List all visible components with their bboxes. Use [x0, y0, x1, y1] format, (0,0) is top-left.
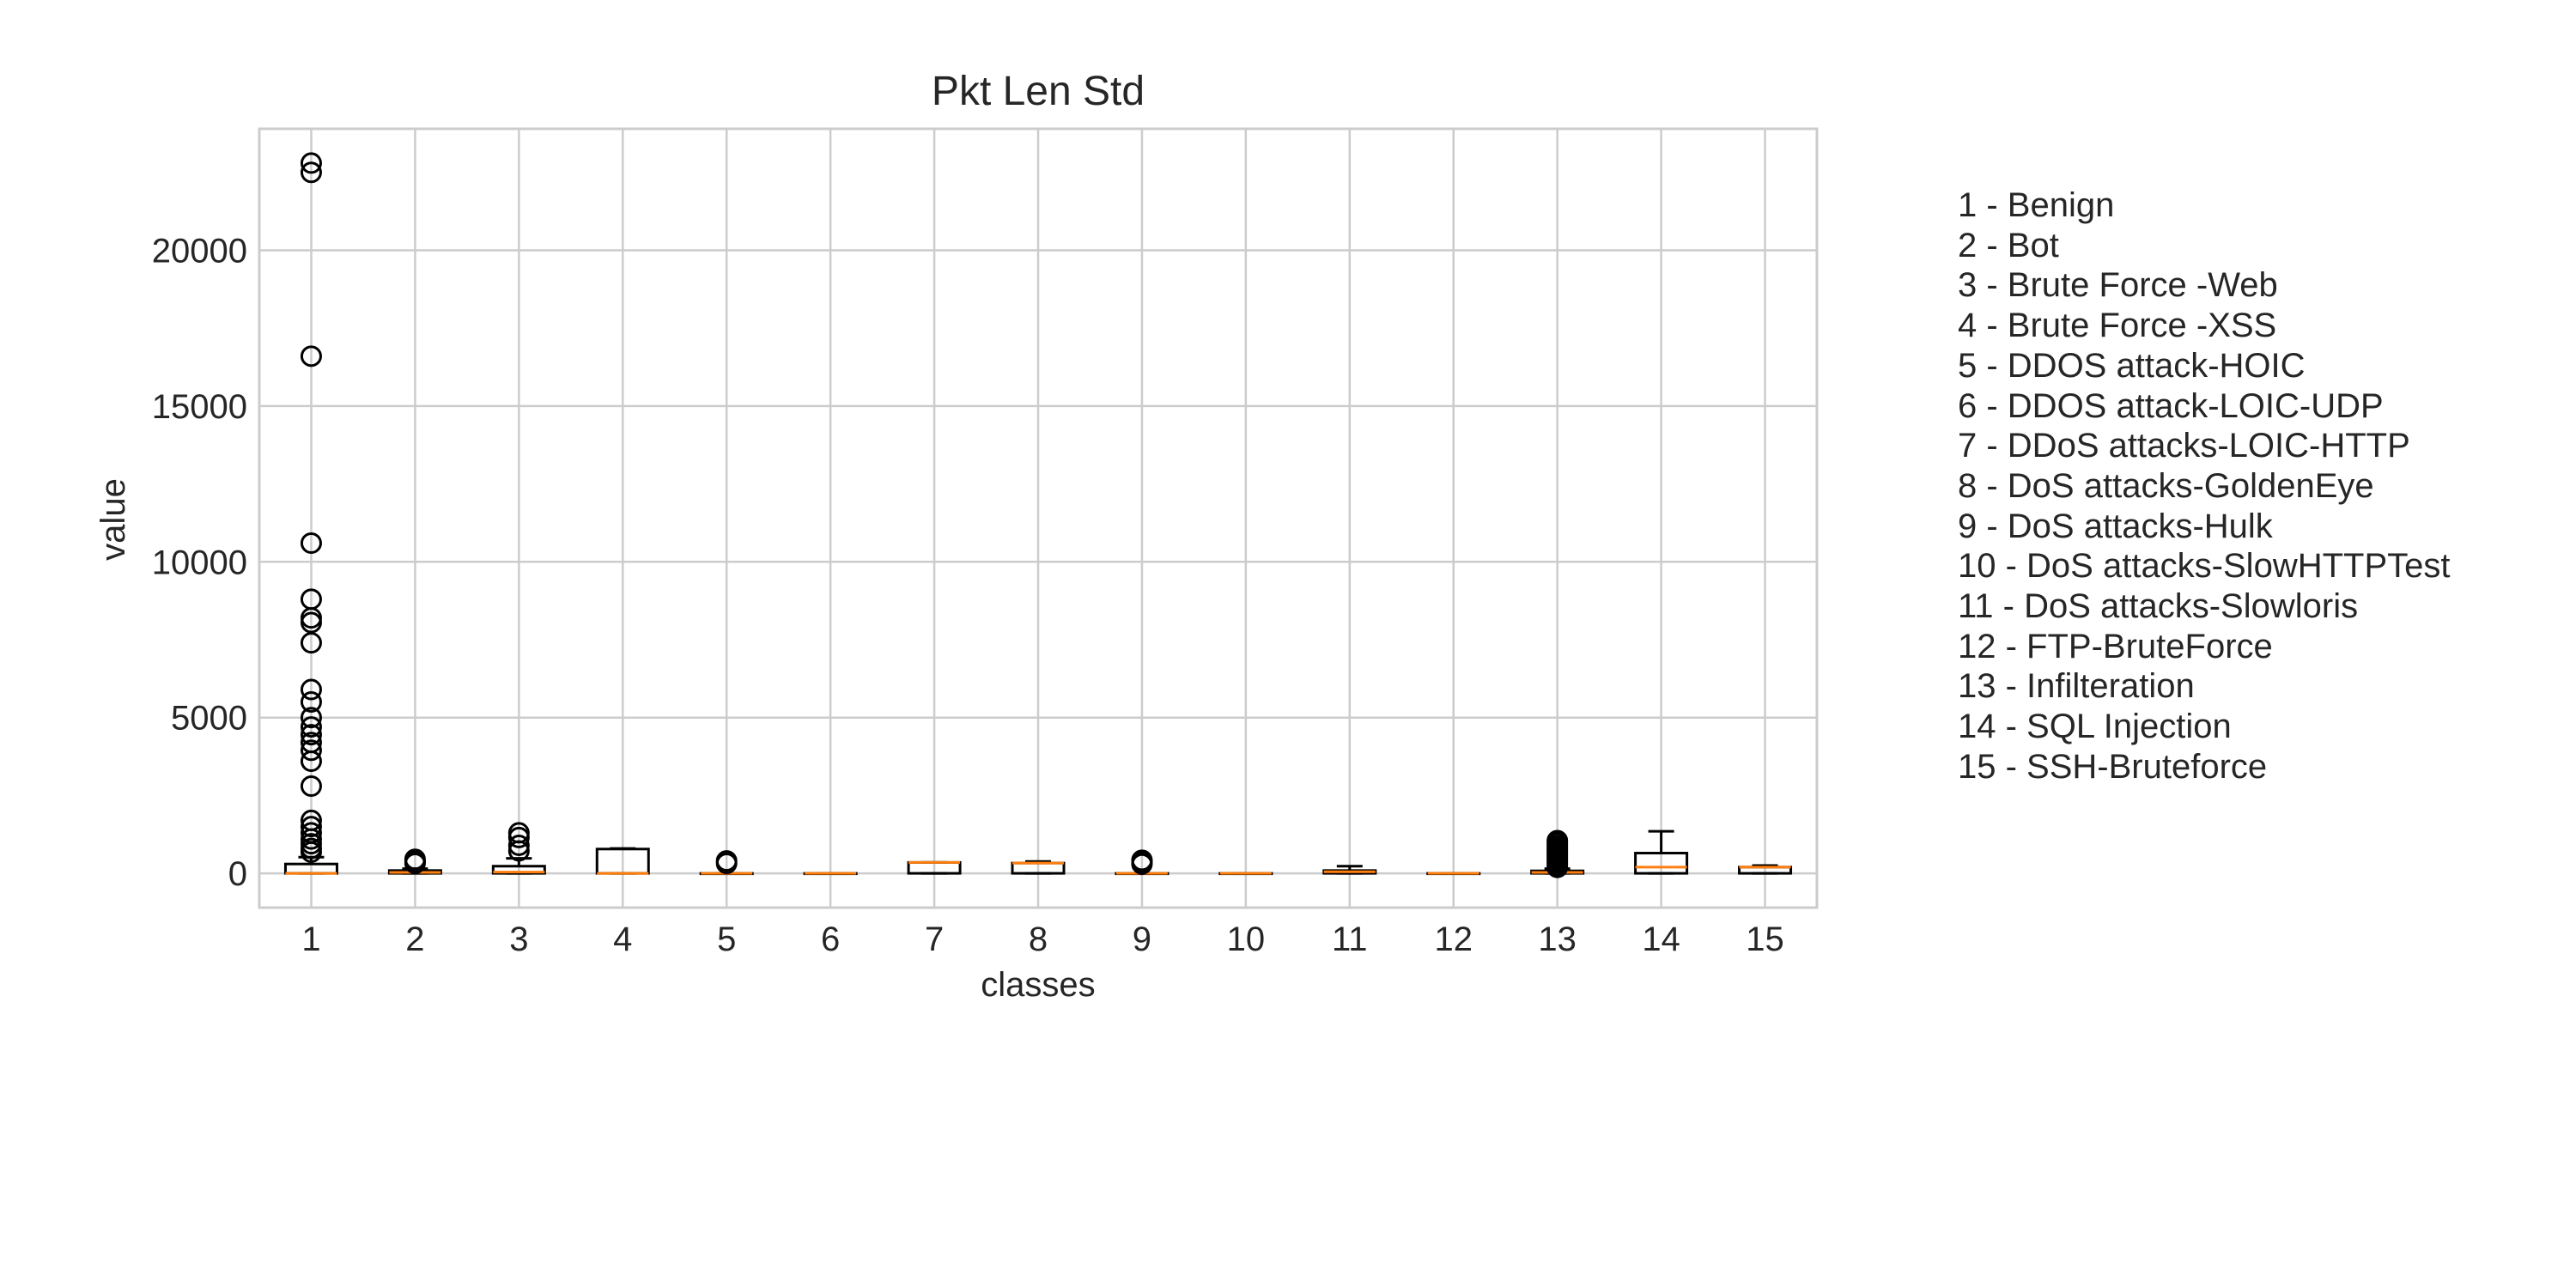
outlier-points — [300, 152, 1569, 878]
outlier-point — [300, 532, 322, 555]
y-tick-label: 10000 — [152, 544, 247, 581]
legend-item: 10 - DoS attacks-SlowHTTPTest — [1958, 547, 2451, 586]
outlier-point — [300, 691, 322, 714]
outlier-point — [507, 834, 530, 856]
x-tick-label: 12 — [1434, 920, 1473, 958]
outlier-point — [300, 707, 322, 729]
legend-item: 6 - DDOS attack-LOIC-UDP — [1958, 386, 2384, 425]
x-tick-label: 6 — [821, 920, 840, 958]
outlier-point — [300, 161, 322, 184]
legend: 1 - Benign 2 - Bot 3 - Brute Force -Web … — [1958, 185, 2451, 787]
legend-item: 13 - Infilteration — [1958, 667, 2195, 706]
outlier-point — [300, 816, 322, 838]
x-tick-label: 10 — [1227, 920, 1266, 958]
outlier-point — [300, 345, 322, 368]
x-tick-label: 13 — [1538, 920, 1577, 958]
legend-item: 2 - Bot — [1958, 226, 2059, 264]
y-tick-label: 15000 — [152, 388, 247, 426]
outlier-point — [1546, 856, 1569, 878]
outlier-point — [300, 632, 322, 654]
legend-item: 12 - FTP-BruteForce — [1958, 627, 2273, 665]
x-tick-label: 9 — [1133, 920, 1151, 958]
x-tick-label: 1 — [301, 920, 320, 958]
outlier-point — [300, 716, 322, 738]
x-tick-label: 8 — [1029, 920, 1048, 958]
y-tick-label: 20000 — [152, 232, 247, 270]
outlier-point — [300, 750, 322, 772]
legend-item: 9 - DoS attacks-Hulk — [1958, 507, 2273, 545]
tick-labels: 1 2 3 4 5 6 7 8 9 10 11 12 13 14 150500010000150002000… — [152, 232, 1784, 958]
x-tick-label: 2 — [405, 920, 424, 958]
x-axis-label: classes — [981, 966, 1095, 1004]
x-tick-label: 5 — [717, 920, 736, 958]
legend-item: 1 - Benign — [1958, 186, 2115, 224]
x-tick-label: 3 — [509, 920, 528, 958]
outlier-point — [507, 840, 530, 862]
outlier-point — [1131, 853, 1153, 875]
outlier-point — [404, 852, 426, 874]
x-tick-label: 4 — [613, 920, 632, 958]
outlier-point — [300, 152, 322, 174]
outlier-point — [300, 739, 322, 762]
x-tick-label: 15 — [1746, 920, 1784, 958]
y-tick-label: 5000 — [171, 700, 247, 738]
chart-title: Pkt Len Std — [932, 69, 1145, 114]
y-tick-label: 0 — [228, 855, 247, 893]
legend-item: 14 - SQL Injection — [1958, 708, 2232, 746]
legend-item: 11 - DoS attacks-Slowloris — [1958, 587, 2359, 626]
legend-item: 7 - DDoS attacks-LOIC-HTTP — [1958, 427, 2410, 465]
x-tick-label: 14 — [1642, 920, 1680, 958]
y-axis-label: value — [94, 478, 132, 561]
outlier-point — [715, 852, 738, 874]
plot-frame — [258, 127, 1819, 909]
outlier-point — [507, 826, 530, 848]
legend-item: 5 - DDOS attack-HOIC — [1958, 346, 2306, 385]
outlier-point — [300, 611, 322, 634]
outlier-point — [300, 775, 322, 798]
outlier-point — [300, 724, 322, 746]
x-tick-label: 11 — [1332, 920, 1368, 958]
box-body — [1634, 852, 1689, 875]
legend-item: 3 - Brute Force -Web — [1958, 266, 2278, 305]
legend-item: 8 - DoS attacks-GoldenEye — [1958, 466, 2374, 505]
outlier-point — [300, 841, 322, 863]
x-tick-label: 7 — [925, 920, 944, 958]
legend-item: 4 - Brute Force -XSS — [1958, 307, 2277, 345]
grid-lines — [259, 129, 1817, 908]
outlier-point — [300, 678, 322, 701]
legend-item: 15 - SSH-Bruteforce — [1958, 747, 2268, 786]
